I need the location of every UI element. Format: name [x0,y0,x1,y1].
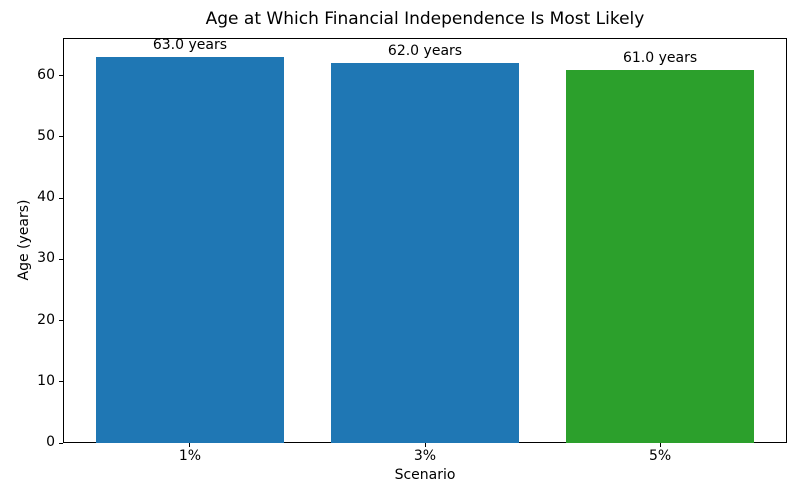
x-tick-label: 1% [178,448,202,464]
bar-value-label: 63.0 years [152,37,227,54]
bar-value-label: 61.0 years [622,49,698,66]
y-tick-label: 10 [37,372,55,389]
y-tick-mark [59,258,63,260]
y-tick-mark [59,381,63,383]
y-tick-label: 60 [37,66,55,83]
y-tick-label: 30 [37,250,55,267]
x-axis-label: Scenario [394,467,456,483]
bar [330,63,520,443]
y-axis-label: Age (years) [16,199,32,281]
y-tick-label: 50 [37,127,55,144]
x-tick-label: 3% [413,448,437,464]
y-tick-mark [59,197,63,199]
x-tick-mark [424,443,426,447]
x-tick-mark [659,443,661,447]
x-tick-label: 5% [648,448,672,464]
y-tick-mark [59,136,63,138]
y-tick-mark [59,442,63,444]
y-tick-label: 20 [37,311,55,328]
x-tick-mark [189,443,191,447]
chart-title: Age at Which Financial Independence Is M… [205,9,645,29]
bar [95,57,284,443]
y-tick-mark [59,320,63,322]
y-tick-label: 0 [46,434,55,450]
bar [566,69,755,443]
y-tick-label: 40 [37,189,55,206]
y-tick-mark [59,75,63,77]
bar-value-label: 62.0 years [387,43,463,60]
